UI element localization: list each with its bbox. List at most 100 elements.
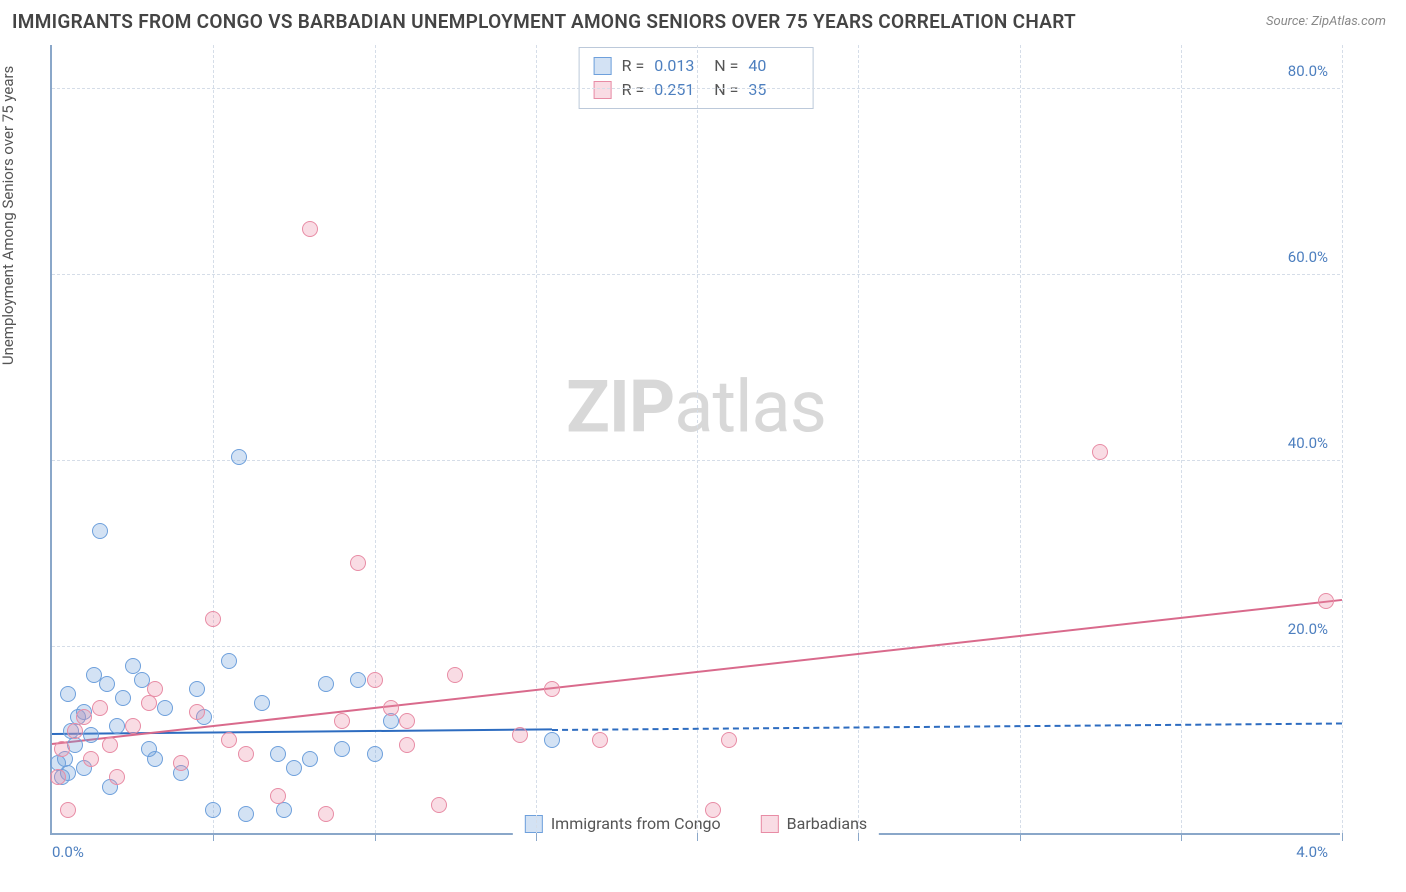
- swatch-series-1: [594, 81, 612, 99]
- gridline-horizontal: [52, 88, 1340, 89]
- legend-item-1: Barbadians: [761, 814, 868, 833]
- gridline-vertical: [1342, 45, 1343, 833]
- x-tick-mark: [536, 833, 537, 841]
- gridline-vertical: [375, 45, 376, 833]
- bottom-legend: Immigrants from Congo Barbadians: [513, 812, 879, 835]
- data-point-series-0: [367, 746, 383, 762]
- data-point-series-1: [1092, 444, 1108, 460]
- stat-n-0: 40: [748, 54, 798, 78]
- data-point-series-0: [350, 672, 366, 688]
- data-point-series-0: [231, 449, 247, 465]
- data-point-series-1: [92, 700, 108, 716]
- data-point-series-1: [189, 704, 205, 720]
- data-point-series-0: [157, 700, 173, 716]
- legend-label-0: Immigrants from Congo: [551, 814, 721, 833]
- data-point-series-0: [221, 653, 237, 669]
- gridline-horizontal: [52, 646, 1340, 647]
- swatch-series-0: [594, 57, 612, 75]
- data-point-series-1: [141, 695, 157, 711]
- data-point-series-1: [399, 713, 415, 729]
- data-point-series-1: [125, 718, 141, 734]
- x-tick-label: 4.0%: [1296, 843, 1328, 861]
- data-point-series-0: [286, 760, 302, 776]
- data-point-series-1: [173, 755, 189, 771]
- data-point-series-1: [67, 723, 83, 739]
- data-point-series-1: [102, 737, 118, 753]
- data-point-series-1: [350, 555, 366, 571]
- x-tick-mark: [697, 833, 698, 841]
- data-point-series-1: [512, 727, 528, 743]
- x-tick-label: 0.0%: [52, 843, 84, 861]
- data-point-series-0: [544, 732, 560, 748]
- data-point-series-0: [383, 713, 399, 729]
- swatch-series-1: [761, 815, 779, 833]
- data-point-series-1: [147, 681, 163, 697]
- data-point-series-1: [318, 806, 334, 822]
- data-point-series-1: [76, 709, 92, 725]
- scatter-plot-area: ZIPatlas R = 0.013 N = 40 R = 0.251 N = …: [50, 45, 1340, 835]
- data-point-series-1: [431, 797, 447, 813]
- y-tick-label: 80.0%: [1288, 62, 1328, 80]
- gridline-vertical: [858, 45, 859, 833]
- data-point-series-0: [189, 681, 205, 697]
- x-tick-mark: [375, 833, 376, 841]
- y-tick-label: 60.0%: [1288, 248, 1328, 266]
- y-tick-label: 20.0%: [1288, 620, 1328, 638]
- data-point-series-1: [721, 732, 737, 748]
- stat-n-1: 35: [748, 78, 798, 102]
- x-tick-mark: [1020, 833, 1021, 841]
- data-point-series-1: [238, 746, 254, 762]
- data-point-series-1: [447, 667, 463, 683]
- stat-label-n: N =: [714, 54, 738, 78]
- gridline-vertical: [1020, 45, 1021, 833]
- data-point-series-1: [270, 788, 286, 804]
- data-point-series-1: [544, 681, 560, 697]
- data-point-series-1: [50, 769, 66, 785]
- data-point-series-0: [109, 718, 125, 734]
- data-point-series-1: [109, 769, 125, 785]
- stat-label-n: N =: [714, 78, 738, 102]
- data-point-series-1: [334, 713, 350, 729]
- data-point-series-1: [302, 221, 318, 237]
- stat-label-r: R =: [622, 54, 645, 78]
- data-point-series-0: [60, 686, 76, 702]
- gridline-vertical: [1181, 45, 1182, 833]
- data-point-series-1: [367, 672, 383, 688]
- data-point-series-0: [302, 751, 318, 767]
- data-point-series-0: [115, 690, 131, 706]
- data-point-series-1: [383, 700, 399, 716]
- y-axis-label: Unemployment Among Seniors over 75 years: [0, 66, 17, 365]
- data-point-series-0: [205, 802, 221, 818]
- y-tick-label: 40.0%: [1288, 434, 1328, 452]
- data-point-series-0: [99, 676, 115, 692]
- data-point-series-1: [54, 741, 70, 757]
- correlation-stats-box: R = 0.013 N = 40 R = 0.251 N = 35: [579, 47, 814, 109]
- data-point-series-0: [318, 676, 334, 692]
- data-point-series-1: [592, 732, 608, 748]
- data-point-series-0: [238, 806, 254, 822]
- data-point-series-0: [147, 751, 163, 767]
- stat-label-r: R =: [622, 78, 645, 102]
- gridline-vertical: [697, 45, 698, 833]
- chart-title: IMMIGRANTS FROM CONGO VS BARBADIAN UNEMP…: [12, 10, 1076, 33]
- gridline-vertical: [536, 45, 537, 833]
- data-point-series-0: [270, 746, 286, 762]
- x-tick-mark: [858, 833, 859, 841]
- watermark-logo: ZIPatlas: [566, 365, 826, 450]
- swatch-series-0: [525, 815, 543, 833]
- data-point-series-1: [221, 732, 237, 748]
- data-point-series-1: [1318, 593, 1334, 609]
- stats-row-series-0: R = 0.013 N = 40: [594, 54, 799, 78]
- gridline-horizontal: [52, 274, 1340, 275]
- data-point-series-0: [83, 727, 99, 743]
- data-point-series-1: [399, 737, 415, 753]
- data-point-series-1: [205, 611, 221, 627]
- data-point-series-0: [334, 741, 350, 757]
- data-point-series-0: [276, 802, 292, 818]
- source-attribution: Source: ZipAtlas.com: [1266, 14, 1386, 29]
- data-point-series-0: [254, 695, 270, 711]
- data-point-series-1: [60, 802, 76, 818]
- data-point-series-0: [92, 523, 108, 539]
- legend-label-1: Barbadians: [787, 814, 868, 833]
- stats-row-series-1: R = 0.251 N = 35: [594, 78, 799, 102]
